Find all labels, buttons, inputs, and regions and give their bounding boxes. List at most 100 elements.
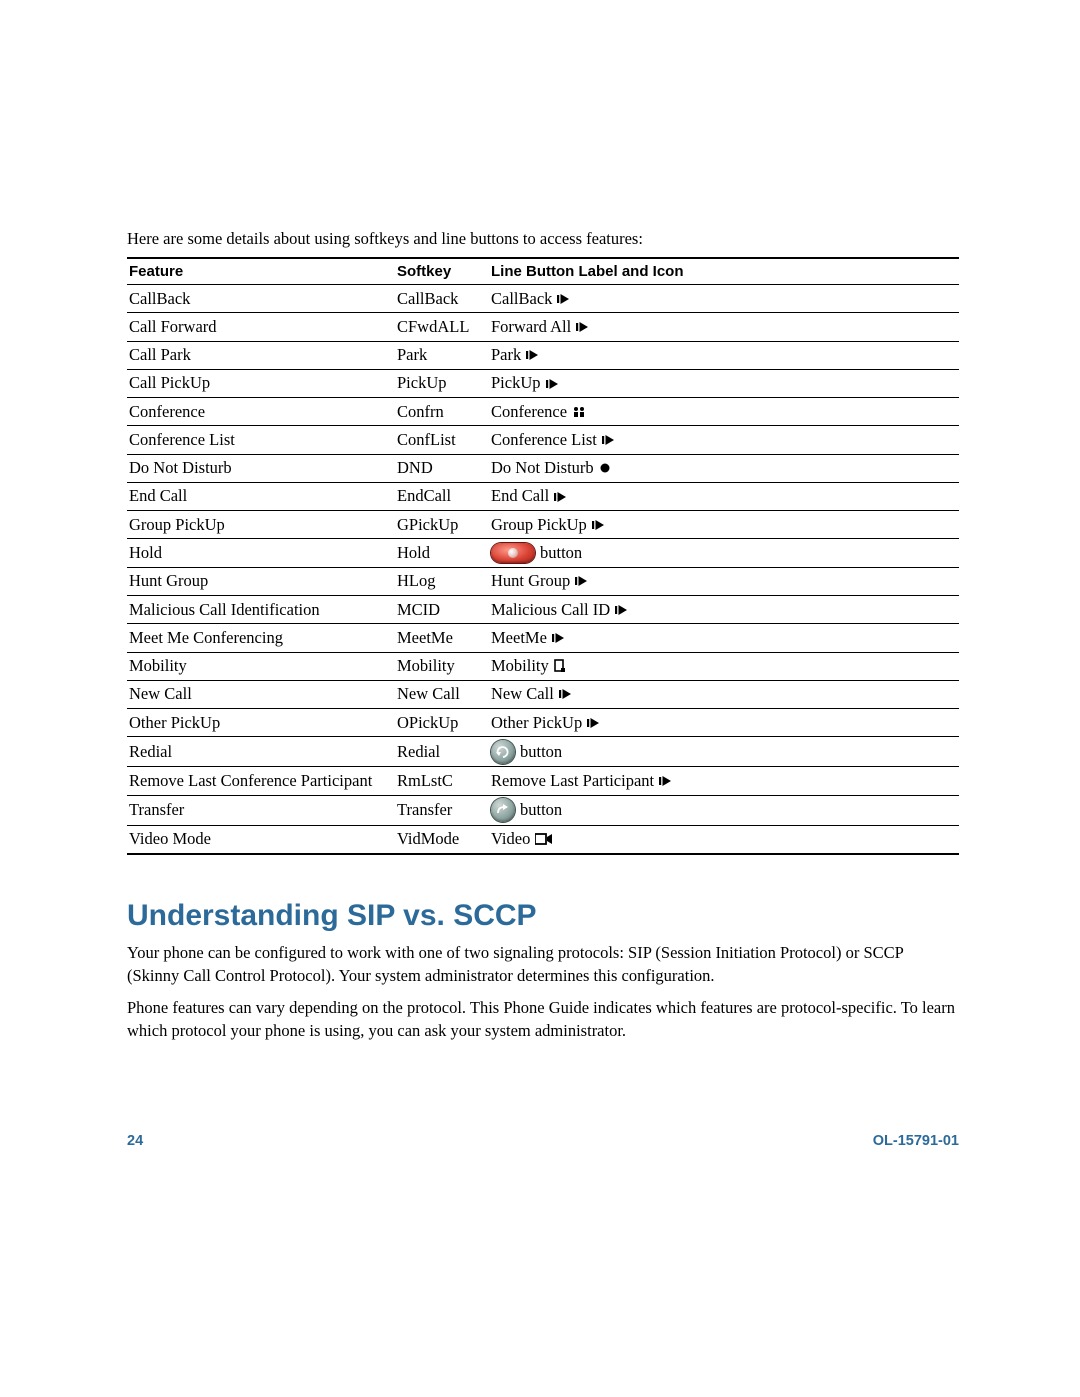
- cell-linebutton: button: [489, 737, 959, 767]
- cell-softkey: MCID: [395, 596, 489, 624]
- linebutton-wrap: Conference List: [491, 429, 953, 451]
- play-arrow-icon: [559, 688, 572, 700]
- cell-feature: Malicious Call Identification: [127, 596, 395, 624]
- linebutton-label: Park: [491, 344, 521, 366]
- table-row: CallBackCallBackCallBack: [127, 285, 959, 313]
- section-title: Understanding SIP vs. SCCP: [127, 899, 959, 933]
- linebutton-icon: [557, 293, 570, 305]
- cell-linebutton: Conference List: [489, 426, 959, 454]
- cell-softkey: Redial: [395, 737, 489, 767]
- cell-softkey: ConfList: [395, 426, 489, 454]
- doc-id: OL-15791-01: [873, 1133, 959, 1149]
- cell-linebutton: Mobility: [489, 652, 959, 680]
- cell-linebutton: Conference: [489, 398, 959, 426]
- linebutton-label: Group PickUp: [491, 514, 587, 536]
- linebutton-label: New Call: [491, 683, 554, 705]
- linebutton-label: Video: [491, 828, 530, 850]
- table-row: New CallNew CallNew Call: [127, 680, 959, 708]
- page-footer: 24 OL-15791-01: [127, 1133, 959, 1149]
- transfer-button-icon: [491, 798, 515, 822]
- linebutton-icon: [587, 717, 600, 729]
- cell-softkey: New Call: [395, 680, 489, 708]
- linebutton-icon: [535, 833, 553, 845]
- linebutton-wrap: Mobility: [491, 655, 953, 677]
- th-feature: Feature: [127, 258, 395, 285]
- cell-linebutton: MeetMe: [489, 624, 959, 652]
- table-row: Malicious Call IdentificationMCIDMalicio…: [127, 596, 959, 624]
- table-row: Conference ListConfListConference List: [127, 426, 959, 454]
- table-row: Meet Me ConferencingMeetMeMeetMe: [127, 624, 959, 652]
- linebutton-icon: [491, 740, 515, 764]
- linebutton-icon: [554, 491, 567, 503]
- cell-feature: Other PickUp: [127, 709, 395, 737]
- cell-softkey: CFwdALL: [395, 313, 489, 341]
- linebutton-label: button: [520, 741, 562, 763]
- linebutton-wrap: End Call: [491, 485, 953, 507]
- linebutton-icon: [572, 405, 586, 419]
- section-paragraph-1: Your phone can be configured to work wit…: [127, 941, 959, 988]
- table-row: ConferenceConfrnConference: [127, 398, 959, 426]
- linebutton-wrap: Remove Last Participant: [491, 770, 953, 792]
- cell-feature: Conference List: [127, 426, 395, 454]
- cell-linebutton: button: [489, 795, 959, 825]
- table-row: Call PickUpPickUpPickUp: [127, 369, 959, 397]
- linebutton-icon: [599, 462, 611, 474]
- cell-softkey: Confrn: [395, 398, 489, 426]
- cell-linebutton: New Call: [489, 680, 959, 708]
- cell-linebutton: Group PickUp: [489, 511, 959, 539]
- cell-feature: Conference: [127, 398, 395, 426]
- cell-linebutton: Do Not Disturb: [489, 454, 959, 482]
- linebutton-wrap: Do Not Disturb: [491, 457, 953, 479]
- linebutton-label: Forward All: [491, 316, 571, 338]
- play-arrow-icon: [592, 519, 605, 531]
- table-row: Call ForwardCFwdALLForward All: [127, 313, 959, 341]
- cell-softkey: Transfer: [395, 795, 489, 825]
- cell-softkey: Park: [395, 341, 489, 369]
- linebutton-wrap: PickUp: [491, 372, 953, 394]
- cell-linebutton: Forward All: [489, 313, 959, 341]
- cell-softkey: DND: [395, 454, 489, 482]
- linebutton-wrap: Park: [491, 344, 953, 366]
- linebutton-wrap: button: [491, 542, 953, 564]
- table-row: Call ParkParkPark: [127, 341, 959, 369]
- th-softkey: Softkey: [395, 258, 489, 285]
- linebutton-label: End Call: [491, 485, 549, 507]
- play-arrow-icon: [557, 293, 570, 305]
- cell-softkey: OPickUp: [395, 709, 489, 737]
- linebutton-wrap: button: [491, 740, 953, 764]
- mobility-icon: [554, 659, 566, 673]
- cell-softkey: EndCall: [395, 482, 489, 510]
- linebutton-wrap: MeetMe: [491, 627, 953, 649]
- table-body: CallBackCallBackCallBackCall ForwardCFwd…: [127, 285, 959, 854]
- play-arrow-icon: [587, 717, 600, 729]
- cell-linebutton: Malicious Call ID: [489, 596, 959, 624]
- play-arrow-icon: [526, 349, 539, 361]
- linebutton-icon: [552, 632, 565, 644]
- play-arrow-icon: [602, 434, 615, 446]
- table-row: RedialRedialbutton: [127, 737, 959, 767]
- linebutton-icon: [491, 798, 515, 822]
- linebutton-wrap: Video: [491, 828, 953, 850]
- linebutton-wrap: Malicious Call ID: [491, 599, 953, 621]
- cell-linebutton: Hunt Group: [489, 567, 959, 595]
- cell-feature: Do Not Disturb: [127, 454, 395, 482]
- cell-feature: End Call: [127, 482, 395, 510]
- linebutton-icon: [659, 775, 672, 787]
- linebutton-icon: [576, 321, 589, 333]
- redial-button-icon: [491, 740, 515, 764]
- play-arrow-icon: [615, 604, 628, 616]
- dnd-dot-icon: [599, 462, 611, 474]
- page-number: 24: [127, 1133, 143, 1149]
- linebutton-wrap: button: [491, 798, 953, 822]
- table-row: HoldHoldbutton: [127, 539, 959, 567]
- play-arrow-icon: [659, 775, 672, 787]
- cell-linebutton: PickUp: [489, 369, 959, 397]
- cell-softkey: MeetMe: [395, 624, 489, 652]
- table-row: Do Not DisturbDNDDo Not Disturb: [127, 454, 959, 482]
- cell-softkey: VidMode: [395, 825, 489, 854]
- cell-feature: Hold: [127, 539, 395, 567]
- play-arrow-icon: [576, 321, 589, 333]
- intro-text: Here are some details about using softke…: [127, 227, 959, 250]
- linebutton-icon: [491, 543, 535, 563]
- play-arrow-icon: [546, 378, 559, 390]
